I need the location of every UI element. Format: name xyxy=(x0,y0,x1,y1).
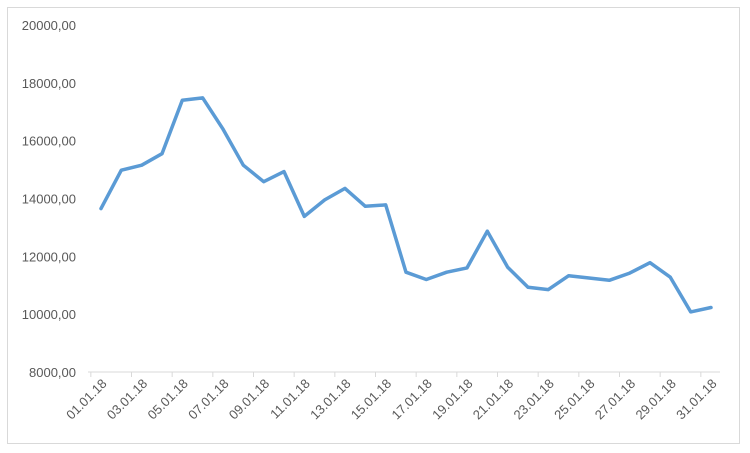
data-point xyxy=(119,168,123,172)
x-tick-label: 29.01.18 xyxy=(632,376,678,422)
x-tick-label: 21.01.18 xyxy=(470,376,516,422)
data-point xyxy=(587,276,591,280)
data-point xyxy=(140,163,144,167)
data-point xyxy=(628,271,632,275)
x-tick-label: 03.01.18 xyxy=(104,376,150,422)
x-tick-label: 31.01.18 xyxy=(673,376,719,422)
x-tick-label: 15.01.18 xyxy=(348,376,394,422)
data-point xyxy=(526,285,530,289)
data-point xyxy=(99,207,103,211)
data-point xyxy=(567,274,571,278)
data-point xyxy=(648,261,652,265)
data-point xyxy=(384,203,388,207)
x-tick-label: 07.01.18 xyxy=(185,376,231,422)
data-point xyxy=(302,214,306,218)
data-point xyxy=(485,229,489,233)
data-point xyxy=(404,270,408,274)
x-tick-label: 23.01.18 xyxy=(510,376,556,422)
x-tick-label: 09.01.18 xyxy=(226,376,272,422)
data-point xyxy=(160,152,164,156)
data-point xyxy=(201,96,205,100)
x-axis-labels: 01.01.1803.01.1805.01.1807.01.1809.01.18… xyxy=(63,376,719,422)
data-point xyxy=(363,204,367,208)
data-point xyxy=(180,98,184,102)
x-tick-label: 19.01.18 xyxy=(429,376,475,422)
y-tick-label: 12000,00 xyxy=(22,249,76,264)
data-point xyxy=(323,198,327,202)
y-tick-label: 8000,00 xyxy=(29,365,76,380)
x-tick-label: 27.01.18 xyxy=(592,376,638,422)
x-tick-label: 05.01.18 xyxy=(144,376,190,422)
data-point xyxy=(241,163,245,167)
data-point xyxy=(668,275,672,279)
data-point xyxy=(506,265,510,269)
x-tick-label: 11.01.18 xyxy=(267,376,313,422)
data-point xyxy=(343,186,347,190)
data-point xyxy=(445,270,449,274)
data-point xyxy=(607,278,611,282)
x-tick-label: 01.01.18 xyxy=(63,376,109,422)
y-tick-label: 20000,00 xyxy=(22,18,76,33)
y-tick-label: 18000,00 xyxy=(22,76,76,91)
data-point xyxy=(709,306,713,309)
data-point xyxy=(546,288,550,292)
data-point xyxy=(424,278,428,281)
series-group xyxy=(99,96,713,314)
y-tick-label: 16000,00 xyxy=(22,134,76,149)
y-axis-labels: 8000,00 10000,00 12000,00 14000,00 16000,00 1… xyxy=(22,18,76,380)
data-point xyxy=(465,266,469,270)
y-tick-label: 14000,00 xyxy=(22,192,76,207)
x-tick-label: 25.01.18 xyxy=(551,376,597,422)
data-point xyxy=(221,127,225,131)
data-point xyxy=(282,170,286,174)
x-axis-ticks xyxy=(90,372,702,377)
chart-area xyxy=(7,7,740,444)
data-point xyxy=(689,310,693,314)
series-line xyxy=(99,96,713,314)
data-point xyxy=(262,180,266,184)
x-tick-label: 17.01.18 xyxy=(388,376,434,422)
x-tick-label: 13.01.18 xyxy=(307,376,353,422)
y-tick-label: 10000,00 xyxy=(22,307,76,322)
